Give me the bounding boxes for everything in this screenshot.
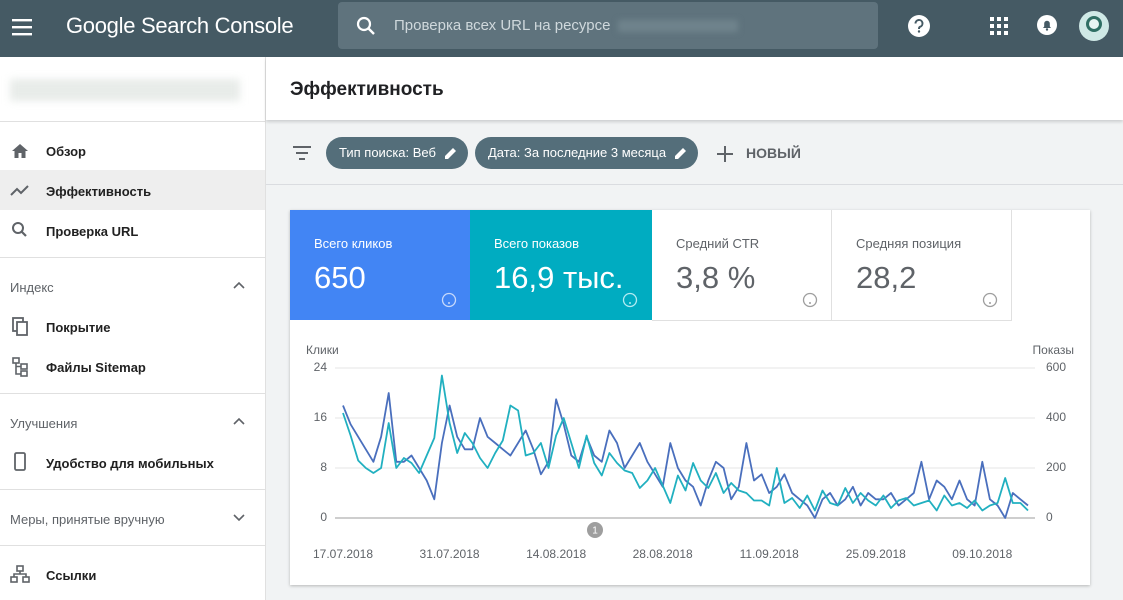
search-placeholder: Проверка всех URL на ресурсе [394, 17, 611, 34]
notifications-button[interactable] [1036, 14, 1058, 36]
y2-tick-label: 400 [1046, 410, 1066, 424]
metric-label: Средняя позиция [856, 236, 962, 251]
annotation-label: 1 [592, 526, 598, 537]
page-title: Эффективность [290, 79, 444, 100]
metric-card[interactable]: Всего показов 16,9 тыс. [470, 210, 652, 320]
metric-label: Средний CTR [676, 236, 760, 251]
filter-chip[interactable]: Дата: За последние 3 месяца [475, 137, 699, 169]
nav-item[interactable]: Проверка URL [46, 224, 139, 239]
metric-card[interactable]: Средняя позиция 28,2 [832, 210, 1012, 321]
section-title[interactable]: Улучшения [10, 416, 78, 431]
x-tick-label: 25.09.2018 [846, 547, 906, 561]
property-selector[interactable] [10, 79, 240, 101]
series-line [342, 392, 1029, 519]
section-title[interactable]: Индекс [10, 280, 54, 295]
sidebar: Обзор Эффективность Проверка URL Индекс … [0, 57, 266, 600]
metric-value: 28,2 [856, 260, 917, 295]
y2-tick-label: 200 [1046, 460, 1066, 474]
x-tick-label: 11.09.2018 [740, 547, 799, 561]
y-axis-title: Клики [306, 343, 339, 357]
x-tick-label: 31.07.2018 [420, 547, 480, 561]
top-bar: Google Search Console Проверка всех URL … [0, 0, 1123, 57]
filter-button[interactable] [292, 145, 312, 161]
app-name[interactable]: Google Search Console [66, 13, 294, 38]
filter-chip-label: Тип поиска: Веб [339, 145, 436, 160]
search-box[interactable]: Проверка всех URL на ресурсе [338, 2, 878, 49]
chart: Клики Показы 0 8 16 24 0 200 400 600 17.07.2018 3… [306, 343, 1074, 561]
filter-chip-label: Дата: За последние 3 месяца [488, 145, 667, 160]
y2-tick-label: 0 [1046, 510, 1053, 524]
y-tick-label: 8 [320, 460, 327, 474]
nav-item[interactable]: Покрытие [46, 320, 111, 335]
filter-chip[interactable]: Тип поиска: Веб [326, 137, 468, 169]
x-tick-label: 28.08.2018 [633, 547, 693, 561]
metric-label: Всего показов [494, 236, 579, 251]
menu-button[interactable] [12, 18, 34, 36]
performance-card: Всего кликов 650 Всего показов 16,9 тыс. С… [290, 210, 1090, 585]
metric-label: Всего кликов [314, 236, 393, 251]
metric-value: 3,8 % [676, 260, 756, 295]
y-tick-label: 16 [314, 410, 328, 424]
apps-button[interactable] [990, 17, 1008, 35]
y2-axis-title: Показы [1033, 343, 1074, 357]
x-tick-label: 17.07.2018 [313, 547, 373, 561]
section-title[interactable]: Меры, принятые вручную [10, 512, 165, 527]
metric-card[interactable]: Всего кликов 650 [290, 210, 470, 320]
nav-item[interactable]: Файлы Sitemap [46, 360, 146, 375]
x-tick-label: 14.08.2018 [526, 547, 586, 561]
y-tick-label: 24 [314, 360, 328, 374]
nav-item[interactable]: Обзор [46, 144, 86, 159]
y2-tick-label: 600 [1046, 360, 1066, 374]
account-avatar[interactable] [1078, 10, 1110, 42]
nav-item[interactable]: Эффективность [46, 184, 152, 199]
new-filter-label: НОВЫЙ [746, 145, 801, 161]
nav-item[interactable]: Ссылки [46, 568, 97, 583]
metric-value: 650 [314, 260, 366, 295]
metric-value: 16,9 тыс. [494, 260, 624, 295]
series-line [342, 374, 1029, 512]
metric-card[interactable]: Средний CTR 3,8 % [652, 210, 832, 321]
x-tick-label: 09.10.2018 [952, 547, 1012, 561]
help-button[interactable] [907, 14, 931, 38]
title-bar: Эффективность [266, 57, 1123, 120]
annotation-marker [587, 522, 603, 538]
nav-item[interactable]: Удобство для мобильных [46, 456, 214, 471]
y-tick-label: 0 [320, 510, 327, 524]
